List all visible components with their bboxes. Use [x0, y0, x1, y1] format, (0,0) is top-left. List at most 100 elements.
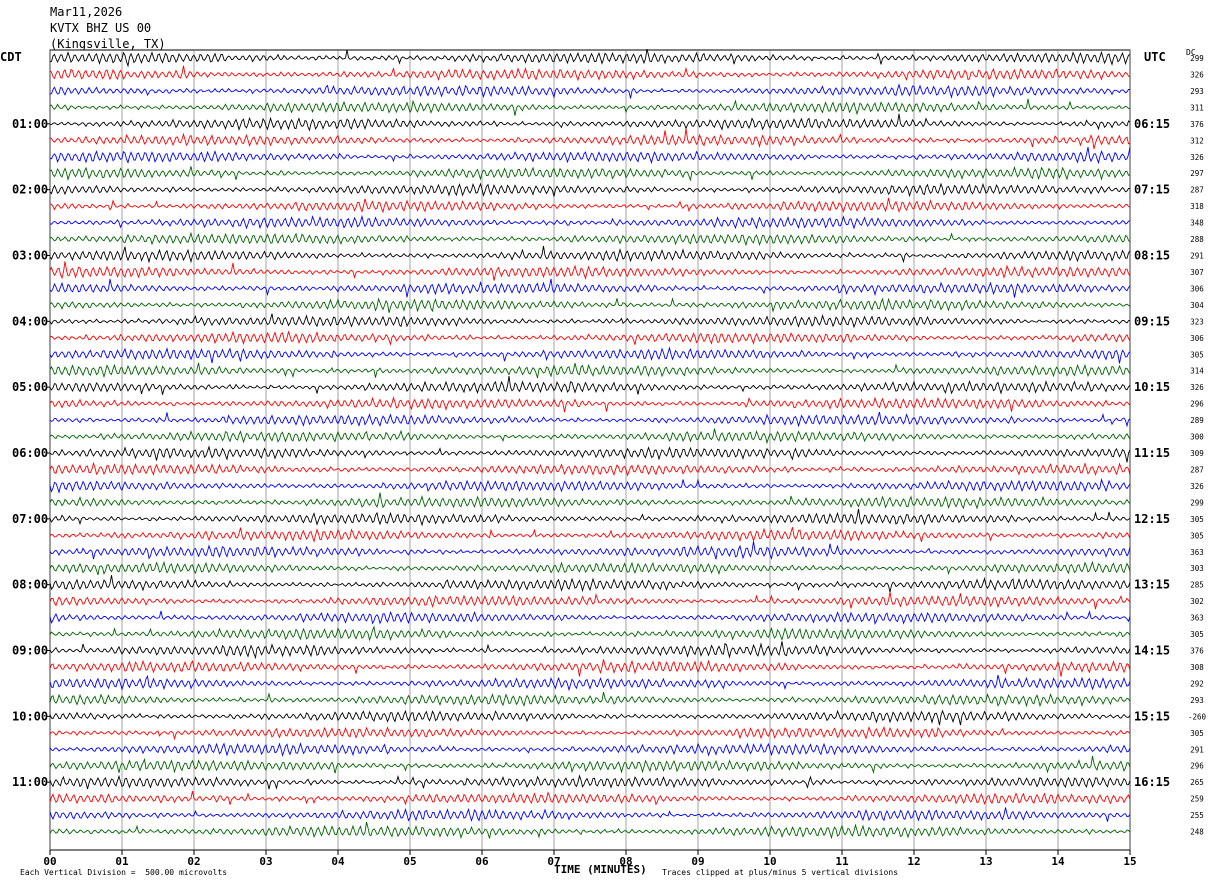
seismic-trace [49, 756, 1131, 775]
dc-offset-label: 292 [1190, 679, 1204, 688]
dc-offset-label: 376 [1190, 647, 1204, 656]
dc-offset-label: 306 [1190, 334, 1204, 343]
dc-offset-label: 307 [1190, 268, 1204, 277]
seismic-trace [49, 346, 1131, 364]
x-tick-label: 06 [475, 855, 489, 868]
seismic-trace [49, 821, 1131, 840]
dc-offset-label: 259 [1190, 795, 1204, 804]
x-tick-label: 07 [547, 855, 560, 868]
seismic-trace [49, 560, 1131, 576]
seismic-trace [49, 65, 1131, 82]
x-tick-label: 14 [1051, 855, 1065, 868]
seismic-trace [49, 674, 1131, 692]
clip-note: Traces clipped at plus/minus 5 vertical … [662, 868, 899, 877]
dc-offset-label: 326 [1190, 153, 1204, 162]
x-tick-label: 12 [907, 855, 920, 868]
x-tick-label: 10 [763, 855, 776, 868]
x-tick-label: 08 [619, 855, 632, 868]
dc-offset-label: 312 [1190, 136, 1204, 145]
seismic-trace [49, 659, 1131, 677]
seismic-trace [49, 83, 1131, 99]
dc-offset-label: 305 [1190, 350, 1204, 359]
seismic-trace [49, 128, 1131, 150]
dc-column-label: DC [1186, 48, 1196, 57]
x-axis-title: TIME (MINUTES) [554, 863, 647, 876]
right-hour-label: 13:15 [1134, 578, 1170, 592]
left-hour-label: 04:00 [12, 314, 48, 328]
dc-offset-label: 293 [1190, 696, 1204, 705]
dc-offset-label: 305 [1190, 729, 1204, 738]
dc-offset-label: 308 [1190, 663, 1204, 672]
x-tick-label: 09 [691, 855, 704, 868]
dc-offset-label: -260 [1188, 712, 1207, 721]
right-hour-label: 14:15 [1134, 644, 1170, 658]
seismic-trace [49, 113, 1131, 132]
seismic-trace [49, 261, 1131, 281]
dc-offset-label: 287 [1190, 186, 1204, 195]
dc-offset-label: 299 [1190, 498, 1204, 507]
seismic-trace [49, 246, 1131, 264]
dc-offset-label: 306 [1190, 284, 1204, 293]
seismic-trace [49, 691, 1131, 708]
left-hour-label: 11:00 [12, 775, 48, 789]
scale-note: Each Vertical Division = 500.00 microvol… [20, 868, 228, 877]
seismic-trace [49, 791, 1131, 806]
right-hour-label: 08:15 [1134, 249, 1170, 263]
right-hour-label: 16:15 [1134, 775, 1170, 789]
seismic-trace [49, 297, 1131, 313]
left-hour-label: 07:00 [12, 512, 48, 526]
seismic-trace [49, 725, 1131, 741]
dc-offset-label: 305 [1190, 531, 1204, 540]
x-tick-label: 03 [259, 855, 272, 868]
header-station: KVTX BHZ US 00 [50, 21, 152, 35]
seismic-trace [49, 376, 1131, 395]
seismic-trace [49, 165, 1131, 182]
seismic-trace [49, 461, 1131, 477]
right-hour-label: 09:15 [1134, 314, 1170, 328]
left-hour-label: 09:00 [12, 644, 48, 658]
seismic-trace [49, 478, 1131, 494]
dc-offset-label: 296 [1190, 400, 1204, 409]
dc-offset-label: 300 [1190, 433, 1204, 442]
dc-offset-label: 323 [1190, 317, 1204, 326]
seismic-trace [49, 625, 1131, 642]
dc-offset-label: 305 [1190, 515, 1204, 524]
seismic-trace [49, 742, 1131, 757]
dc-offset-label: 305 [1190, 630, 1204, 639]
seismic-trace [49, 330, 1131, 346]
right-hour-label: 15:15 [1134, 709, 1170, 723]
left-hour-label: 08:00 [12, 578, 48, 592]
dc-offset-label: 291 [1190, 252, 1204, 261]
dc-offset-label: 309 [1190, 449, 1204, 458]
dc-offset-label: 255 [1190, 811, 1204, 820]
dc-offset-label: 265 [1190, 778, 1204, 787]
dc-offset-label: 287 [1190, 465, 1204, 474]
x-tick-label: 04 [331, 855, 345, 868]
left-hour-label: 10:00 [12, 709, 48, 723]
seismic-trace [49, 278, 1131, 298]
dc-offset-label: 303 [1190, 564, 1204, 573]
right-hour-label: 12:15 [1134, 512, 1170, 526]
dc-offset-label: 289 [1190, 416, 1204, 425]
dc-offset-label: 304 [1190, 301, 1204, 310]
seismic-trace [49, 445, 1131, 463]
left-hour-label: 01:00 [12, 117, 48, 131]
seismic-trace [49, 362, 1131, 379]
seismic-trace [49, 641, 1131, 660]
dc-offset-label: 363 [1190, 614, 1204, 623]
dc-offset-label: 326 [1190, 70, 1204, 79]
seismic-trace [49, 807, 1131, 822]
dc-offset-label: 363 [1190, 548, 1204, 557]
seismic-trace [49, 508, 1131, 527]
dc-offset-label: 296 [1190, 762, 1204, 771]
dc-offset-label: 248 [1190, 828, 1204, 837]
dc-offset-label: 288 [1190, 235, 1204, 244]
dc-offset-label: 291 [1190, 745, 1204, 754]
dc-offset-label: 293 [1190, 87, 1204, 96]
seismic-trace [49, 98, 1131, 116]
seismic-trace [49, 428, 1131, 445]
seismic-trace [49, 774, 1131, 790]
seismic-trace [49, 575, 1131, 593]
seismic-trace [49, 147, 1131, 165]
